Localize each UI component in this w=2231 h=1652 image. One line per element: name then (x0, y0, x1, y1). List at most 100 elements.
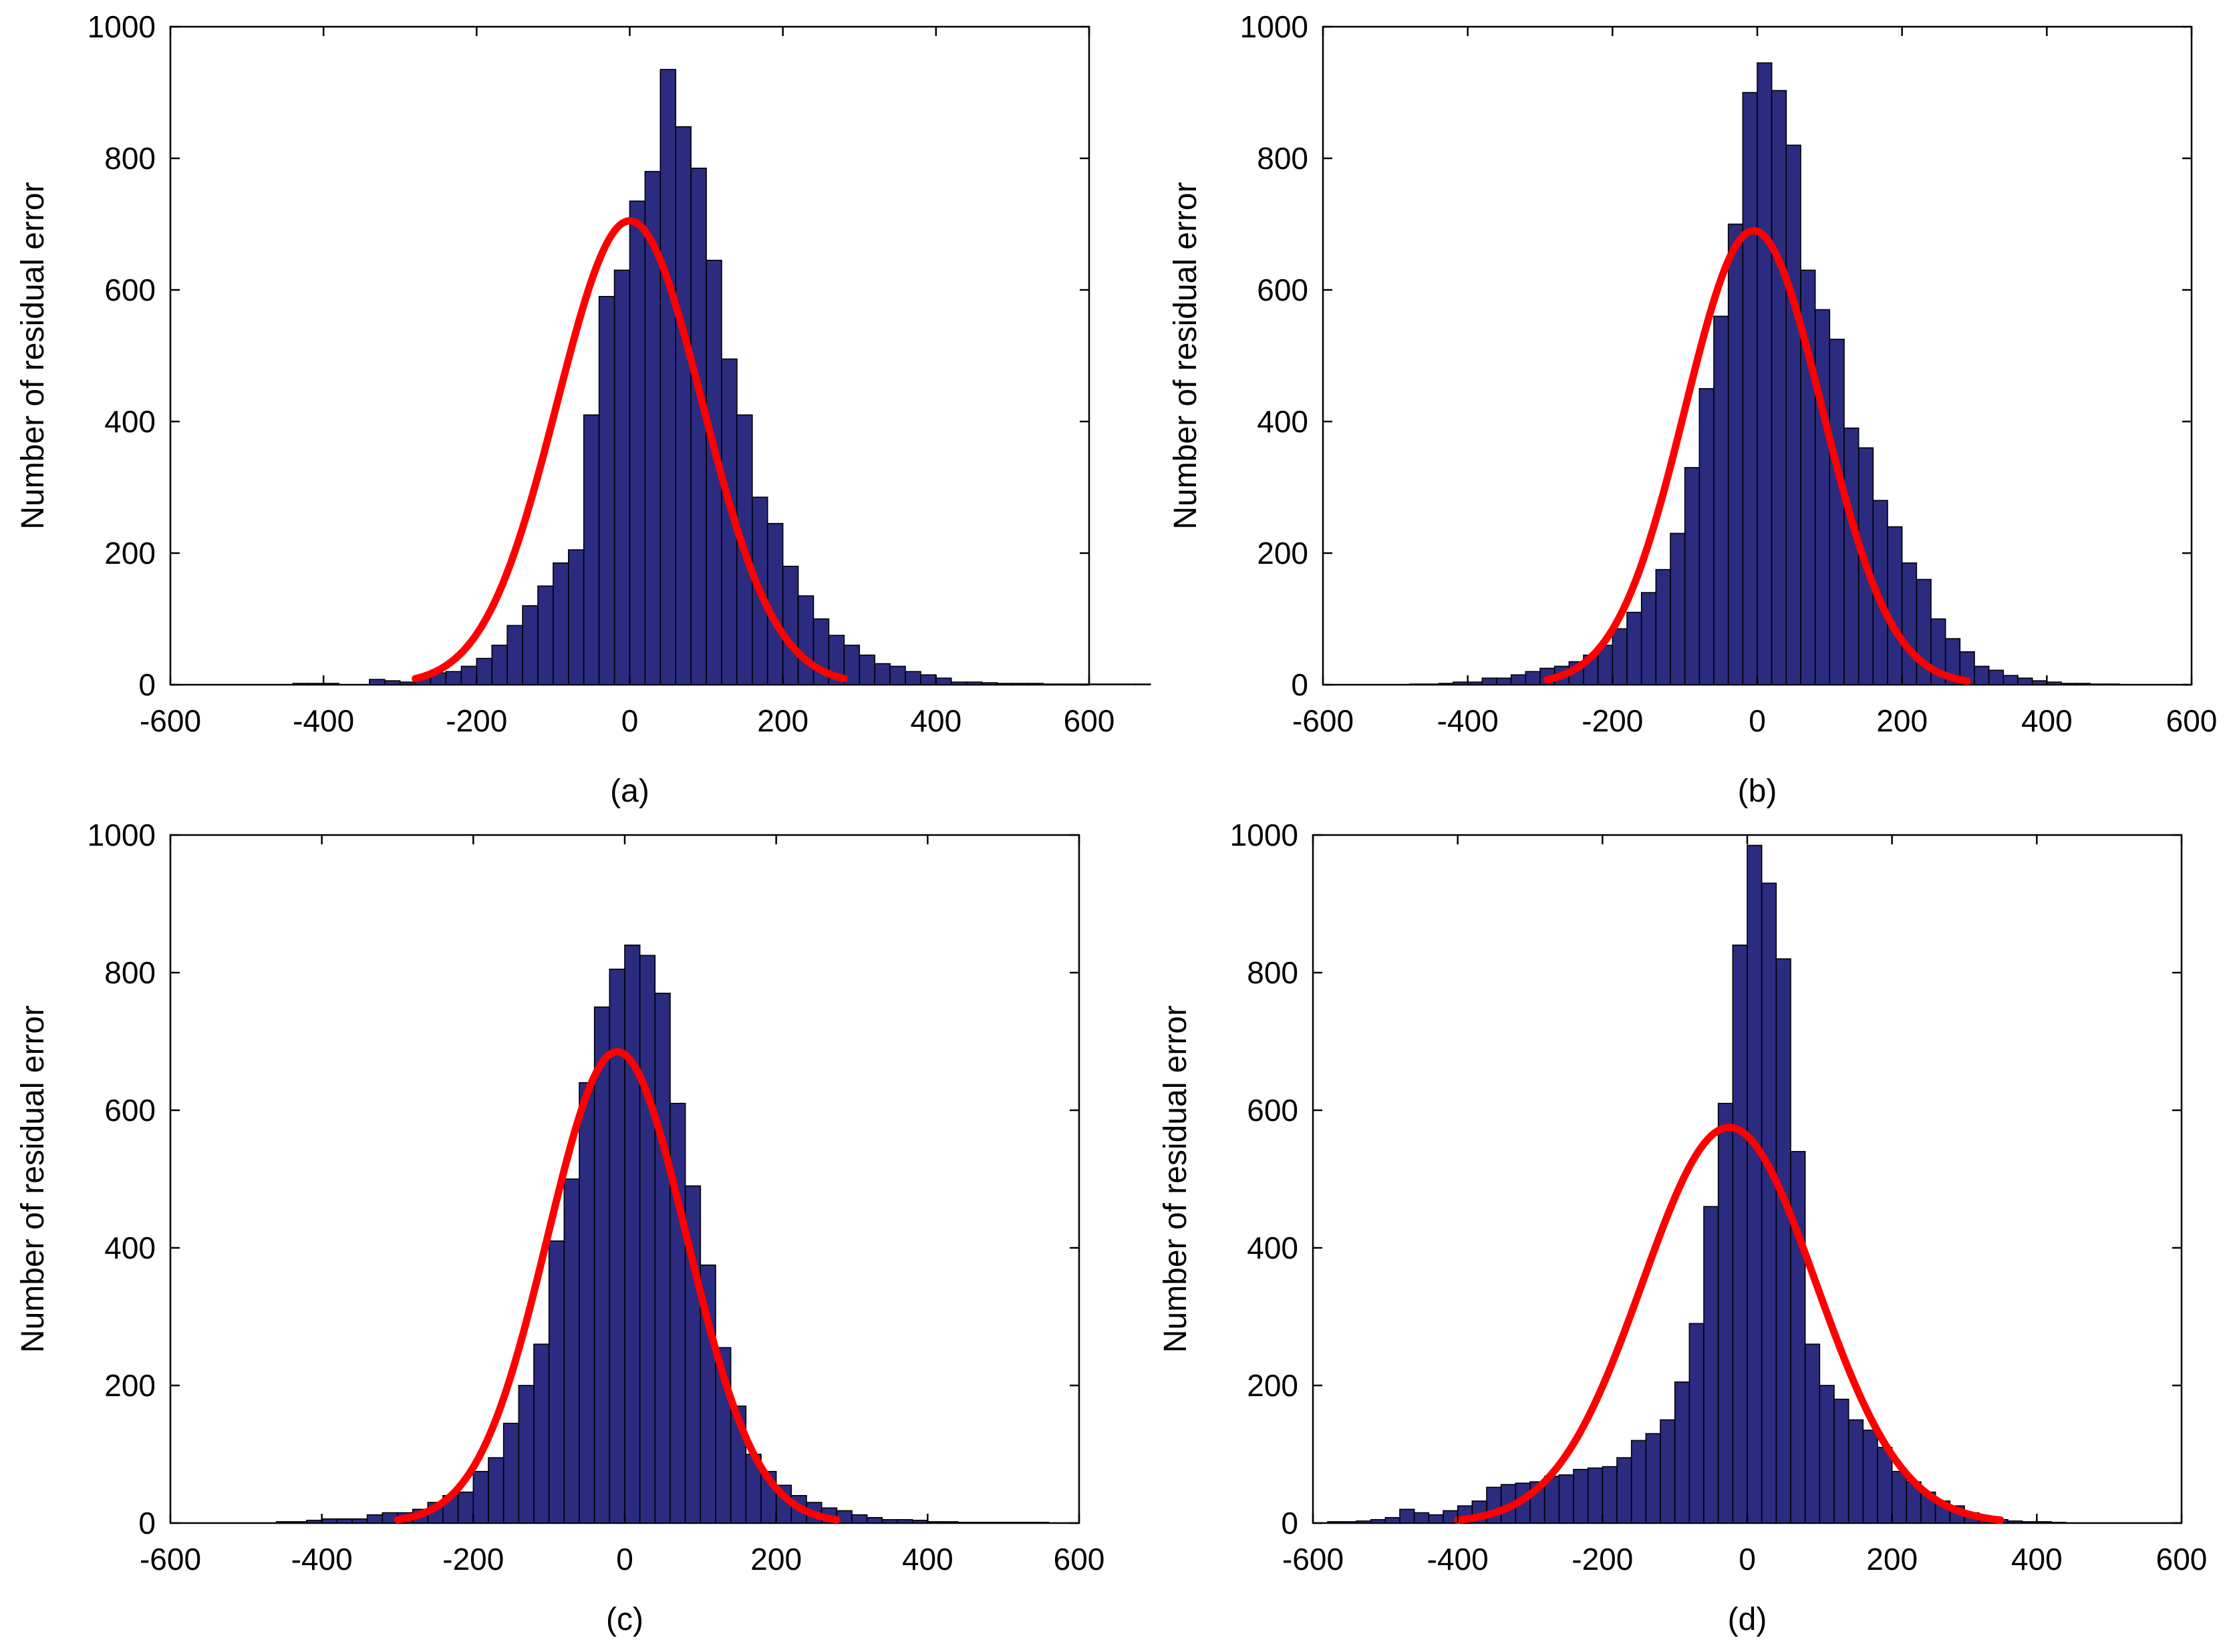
y-tick-label: 200 (1247, 1368, 1298, 1403)
histogram-bar (518, 1385, 535, 1524)
x-tick-label: -200 (446, 703, 507, 738)
histogram-bar (1409, 683, 1425, 685)
panel-caption: (c) (606, 1602, 643, 1637)
histogram-bar (881, 1519, 898, 1524)
normal-fit-curve (412, 217, 848, 683)
histogram-bar (1612, 628, 1628, 685)
y-tick-label: 1000 (88, 818, 156, 852)
histogram-bar (911, 1520, 929, 1524)
x-tick-label: -400 (291, 1542, 353, 1577)
histogram-bar (1814, 309, 1831, 685)
histogram-bar (476, 657, 493, 685)
histogram-bar (2051, 1522, 2067, 1524)
chart-panel-a: -600 -400 -200 0 200 400 600 0 200 400 600 800 1000 N… (15, 9, 1151, 809)
x-tick-label: 400 (910, 703, 961, 738)
x-tick-label: 200 (750, 1542, 802, 1577)
x-tick-label: -400 (1427, 1542, 1489, 1577)
histogram-bar (1804, 1343, 1821, 1524)
histogram-bar (1688, 1323, 1704, 1524)
histogram-bar (654, 993, 671, 1524)
histogram-bar (2046, 681, 2062, 685)
histogram-bar (920, 674, 937, 685)
histogram-bar (1732, 945, 1748, 1524)
y-tick-label: 400 (1247, 1230, 1298, 1265)
histogram-bar (1558, 1474, 1574, 1524)
histogram-bar (2002, 675, 2019, 685)
histogram-bar (996, 683, 1014, 685)
histogram-bar (874, 663, 891, 685)
histogram-bar (1525, 671, 1541, 685)
histogram-bar (1713, 315, 1729, 685)
histogram-bar (2031, 680, 2048, 685)
histogram-bar (1785, 144, 1801, 685)
histogram-bar (533, 1343, 550, 1524)
histogram-bar (624, 945, 641, 1524)
y-tick-label: 800 (1257, 141, 1308, 176)
histogram-bar (491, 645, 508, 685)
histogram-bar (460, 665, 478, 685)
y-tick-label: 1000 (88, 9, 156, 44)
histogram-bar (1341, 1521, 1357, 1524)
x-tick-label: 200 (757, 703, 808, 738)
y-tick-label: 0 (138, 1506, 156, 1540)
x-tick-label: -200 (442, 1542, 504, 1577)
histogram-bar (1399, 1508, 1415, 1524)
x-tick-label: 400 (902, 1542, 953, 1577)
histogram-bar (1717, 1102, 1734, 1524)
panel-caption: (b) (1738, 774, 1777, 809)
y-tick-label: 800 (104, 955, 156, 990)
histogram-bar (291, 1521, 307, 1524)
y-tick-label: 400 (104, 404, 156, 439)
histogram-bar (1974, 665, 1990, 685)
histogram-bar (1438, 683, 1454, 685)
x-tick-label: 0 (616, 1542, 633, 1577)
histogram-bar (1423, 683, 1440, 685)
histogram-bar (866, 1516, 883, 1524)
histogram-bar (1002, 1522, 1020, 1524)
histogram-bar (2007, 1520, 2023, 1524)
histogram-bar (1370, 1519, 1386, 1524)
y-tick-label: 800 (104, 141, 156, 176)
histogram-bar (537, 585, 554, 685)
histogram-bar (307, 683, 324, 685)
histogram-bar (981, 682, 998, 685)
histogram-bar (351, 1518, 368, 1524)
histogram-bar (988, 1522, 1004, 1524)
histogram-bar (797, 595, 814, 685)
histogram-bar (1901, 562, 1918, 685)
histogram-bar (2075, 683, 2091, 685)
y-tick-label: 600 (1247, 1093, 1298, 1128)
histogram-bar (1877, 1446, 1893, 1524)
x-tick-label: 400 (2021, 703, 2073, 738)
x-tick-label: -400 (1437, 703, 1499, 738)
histogram-bar (1742, 92, 1758, 685)
histogram-bar (639, 955, 656, 1524)
histogram-bar (502, 1422, 520, 1524)
y-tick-label: 0 (1291, 667, 1308, 702)
x-tick-label: -400 (293, 703, 354, 738)
y-axis-title: Number of residual error (15, 1005, 51, 1353)
histogram-bar (1510, 674, 1527, 685)
histogram-bar (488, 1457, 504, 1524)
x-tick-label: 600 (1054, 1542, 1105, 1577)
y-tick-label: 600 (1257, 273, 1308, 307)
histogram-bar (1626, 611, 1642, 685)
histogram-bar (1467, 681, 1483, 685)
histogram-bar (927, 1521, 943, 1524)
y-tick-label: 1000 (1230, 818, 1298, 852)
histogram-bar (897, 1519, 913, 1524)
histogram-bar (579, 1082, 595, 1524)
histogram-bar (548, 1240, 565, 1524)
histogram-bar (336, 1518, 353, 1524)
histogram-bar (583, 414, 600, 685)
histogram-bar (935, 677, 952, 685)
histogram-bar (1018, 1522, 1034, 1524)
x-tick-label: -200 (1572, 1542, 1633, 1577)
histogram-bar (950, 681, 968, 685)
histogram-bar (568, 549, 585, 685)
histogram-bar (905, 671, 921, 685)
histogram-bar (1058, 683, 1074, 685)
panel-caption: (d) (1728, 1602, 1767, 1637)
histogram-bar (1134, 683, 1151, 685)
